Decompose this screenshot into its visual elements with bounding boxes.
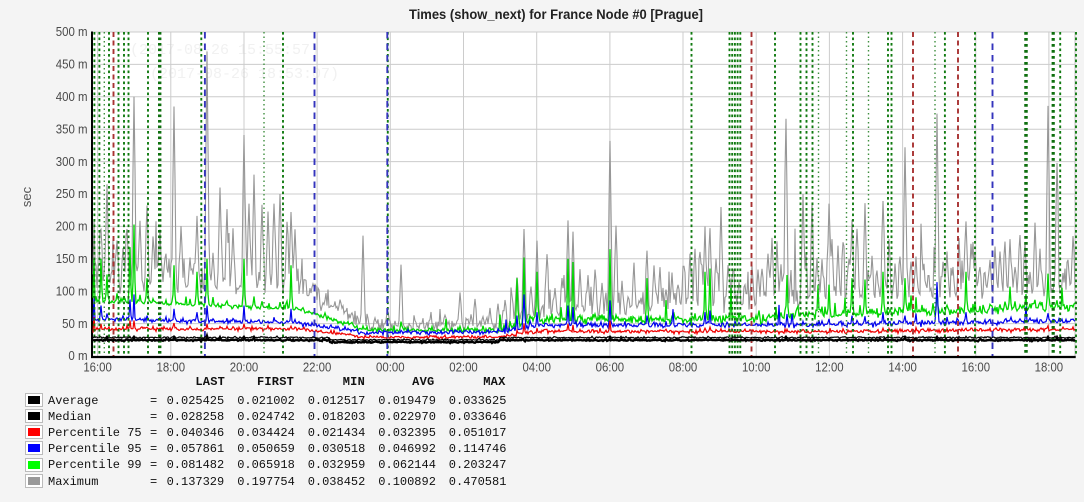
svg-text:16:00: 16:00 <box>83 359 112 374</box>
svg-text:150 m: 150 m <box>56 251 88 266</box>
svg-text:00:00: 00:00 <box>376 359 405 374</box>
svg-text:Times (show_next) for France N: Times (show_next) for France Node #0 [Pr… <box>409 7 703 22</box>
svg-text:200 m: 200 m <box>56 219 88 234</box>
svg-text:0 m: 0 m <box>68 348 87 363</box>
svg-text:50 m: 50 m <box>62 316 88 331</box>
svg-text:100 m: 100 m <box>56 283 88 298</box>
svg-text:300 m: 300 m <box>56 154 88 169</box>
svg-text:20:00: 20:00 <box>230 359 259 374</box>
svg-text:(2017-08-26 18:53:07): (2017-08-26 18:53:07) <box>150 66 339 83</box>
svg-text:06:00: 06:00 <box>596 359 625 374</box>
svg-text:16:00: 16:00 <box>962 359 991 374</box>
svg-text:14:00: 14:00 <box>888 359 917 374</box>
svg-text:08:00: 08:00 <box>669 359 698 374</box>
svg-text:02:00: 02:00 <box>449 359 478 374</box>
svg-text:350 m: 350 m <box>56 121 88 136</box>
svg-text:12:00: 12:00 <box>815 359 844 374</box>
svg-text:sec: sec <box>19 186 34 207</box>
svg-text:450 m: 450 m <box>56 57 88 72</box>
svg-text:400 m: 400 m <box>56 89 88 104</box>
svg-text:18:00: 18:00 <box>157 359 186 374</box>
svg-text:500 m: 500 m <box>56 24 88 39</box>
svg-text:22:00: 22:00 <box>303 359 332 374</box>
svg-text:18:00: 18:00 <box>1035 359 1064 374</box>
svg-text:10:00: 10:00 <box>742 359 771 374</box>
svg-text:(2017-08-26 15:55:57): (2017-08-26 15:55:57) <box>130 42 319 59</box>
svg-text:04:00: 04:00 <box>522 359 551 374</box>
svg-text:250 m: 250 m <box>56 186 88 201</box>
